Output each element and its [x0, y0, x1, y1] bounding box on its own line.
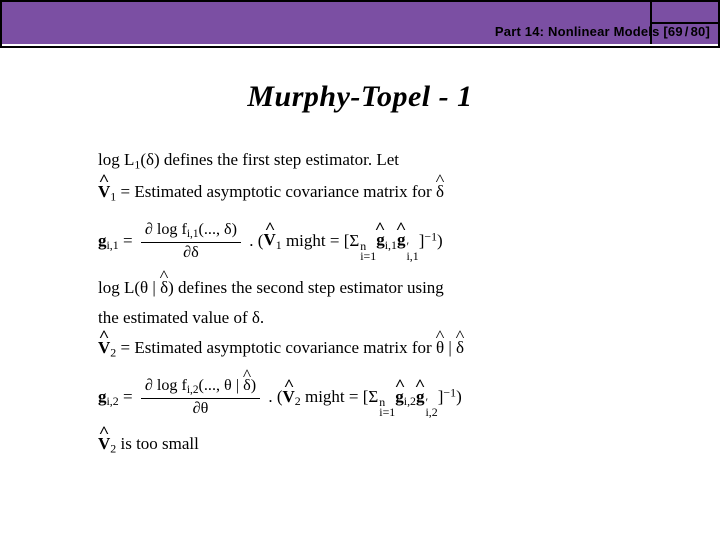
math-body: log L1(δ) defines the first step estimat…	[98, 150, 622, 467]
line-logl1: log L1(δ) defines the first step estimat…	[98, 150, 622, 172]
txt: ∂ log f	[145, 221, 187, 238]
sigma-bounds: ni=1	[379, 397, 395, 417]
delta-hat: δ	[436, 182, 444, 202]
fraction: ∂ log fi,1(..., δ) ∂δ	[141, 221, 241, 263]
line-gi2: gi,2 = ∂ log fi,2(..., θ | δ) ∂θ . (V2 m…	[98, 377, 622, 419]
theta-hat: θ	[436, 338, 444, 358]
sub: i=1	[360, 251, 376, 261]
txt: (..., δ)	[199, 221, 238, 238]
sub: i,1	[107, 238, 119, 252]
page-total: 80	[691, 24, 706, 39]
sub: i,1	[385, 238, 397, 252]
supsub: ′i,1	[406, 241, 418, 261]
line-gi1: gi,1 = ∂ log fi,1(..., δ) ∂δ . (V1 might…	[98, 221, 622, 263]
txt: )	[437, 230, 443, 249]
g-hat: g	[395, 387, 404, 407]
txt: |	[444, 338, 456, 357]
line-v2-small: V2 is too small	[98, 434, 622, 456]
txt: = Estimated asymptotic covariance matrix…	[116, 338, 436, 357]
txt: might = [Σ	[301, 387, 379, 406]
v1-hat: V	[263, 230, 275, 250]
page-current: 69	[668, 24, 683, 39]
txt: log L	[98, 150, 134, 169]
supsub: ′i,2	[426, 397, 438, 417]
numerator: ∂ log fi,1(..., δ)	[141, 221, 241, 243]
g: g	[98, 230, 107, 249]
slide: Part 14: Nonlinear Models [69/80] Murphy…	[0, 0, 720, 540]
txt: (δ) defines the first step estimator. Le…	[140, 150, 399, 169]
sup: −1	[443, 385, 456, 399]
txt: . (	[268, 387, 282, 406]
txt: log L(θ |	[98, 278, 160, 297]
txt: )	[251, 377, 256, 394]
part-label: Part 14:	[495, 24, 544, 39]
g: g	[98, 387, 107, 406]
txt: ∂ log f	[145, 377, 187, 394]
delta-hat: δ	[160, 278, 168, 298]
eq: =	[119, 387, 137, 406]
eq: =	[119, 230, 137, 249]
line-v1hat: V1 = Estimated asymptotic covariance mat…	[98, 182, 622, 204]
g-hat-prime: g	[416, 387, 425, 407]
delta-hat: δ	[243, 377, 251, 396]
slide-title: Murphy-Topel - 1	[0, 80, 720, 114]
sub: i=1	[379, 407, 395, 417]
page-close-bracket: ]	[705, 24, 710, 39]
txt: (..., θ |	[199, 377, 244, 394]
v2-hat: V	[98, 434, 110, 454]
line-logl2: log L(θ | δ) defines the second step est…	[98, 278, 622, 298]
line-est-delta: the estimated value of δ.	[98, 308, 622, 328]
delta-hat: δ	[456, 338, 464, 358]
sub: i,2	[187, 384, 199, 396]
v2-hat: V	[98, 338, 110, 358]
sub: i,2	[404, 394, 416, 408]
sigma-bounds: ni=1	[360, 241, 376, 261]
txt: )	[456, 387, 462, 406]
fraction: ∂ log fi,2(..., θ | δ) ∂θ	[141, 377, 260, 419]
sub: i,2	[426, 407, 438, 417]
v2-hat: V	[283, 387, 295, 407]
txt: ) defines the second step estimator usin…	[168, 278, 444, 297]
page-sep: /	[683, 24, 691, 39]
txt: might = [Σ	[282, 230, 360, 249]
v1-hat: V	[98, 182, 110, 202]
g-hat-prime: g	[397, 230, 406, 250]
line-v2hat: V2 = Estimated asymptotic covariance mat…	[98, 338, 622, 360]
txt: . (	[249, 230, 263, 249]
denominator: ∂δ	[141, 243, 241, 263]
numerator: ∂ log fi,2(..., θ | δ)	[141, 377, 260, 399]
sub: i,2	[107, 394, 119, 408]
txt: = Estimated asymptotic covariance matrix…	[116, 182, 436, 201]
txt: is too small	[116, 434, 199, 453]
header-band: Part 14: Nonlinear Models [69/80]	[0, 0, 720, 48]
sup: −1	[424, 229, 437, 243]
sub: i,1	[187, 228, 199, 240]
header-text: Part 14: Nonlinear Models [69/80]	[0, 24, 710, 39]
g-hat: g	[376, 230, 385, 250]
sub: i,1	[406, 251, 418, 261]
header-stripe-top	[2, 2, 718, 23]
part-title: Nonlinear Models	[548, 24, 660, 39]
denominator: ∂θ	[141, 399, 260, 419]
